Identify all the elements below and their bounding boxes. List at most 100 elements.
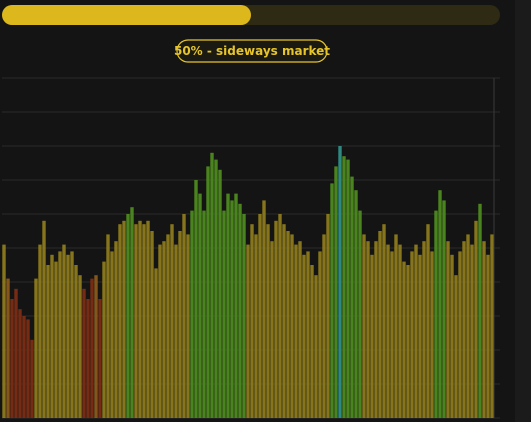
bar (378, 231, 382, 418)
bar (46, 265, 50, 418)
bar (154, 268, 158, 418)
bar (42, 220, 46, 418)
bar (190, 210, 194, 418)
bar (418, 254, 422, 418)
bar (354, 190, 358, 418)
bar (342, 156, 346, 418)
bar (306, 251, 310, 418)
bar (258, 214, 262, 418)
bar (214, 159, 218, 418)
bar (118, 224, 122, 418)
bar (166, 234, 170, 418)
bar (94, 275, 98, 418)
bar (370, 254, 374, 418)
bar (454, 275, 458, 418)
bar (478, 203, 482, 418)
bar (298, 241, 302, 418)
bar (318, 251, 322, 418)
bar (230, 200, 234, 418)
bar (186, 234, 190, 418)
bar (138, 220, 142, 418)
bar (2, 244, 6, 418)
bar (322, 234, 326, 418)
bar (174, 244, 178, 418)
bar (18, 309, 22, 418)
bar (210, 152, 214, 419)
bar (86, 299, 90, 418)
bar (278, 214, 282, 418)
bar (334, 166, 338, 418)
bar (466, 234, 470, 418)
bar (294, 244, 298, 418)
bar (198, 193, 202, 418)
bar (30, 339, 34, 418)
bar (182, 214, 186, 418)
scrollbar-track (515, 0, 531, 422)
bar (162, 241, 166, 418)
bar (386, 244, 390, 418)
bar (62, 244, 66, 418)
bar (78, 275, 82, 418)
bar (134, 224, 138, 418)
bar (314, 275, 318, 418)
bar (426, 224, 430, 418)
bar (398, 244, 402, 418)
bar (222, 210, 226, 418)
bar (38, 244, 42, 418)
bar (82, 288, 86, 418)
bar (486, 254, 490, 418)
bar (90, 278, 94, 418)
bar (250, 224, 254, 418)
bar (126, 214, 130, 418)
bar (326, 214, 330, 418)
bar (170, 224, 174, 418)
progress-fill (2, 5, 251, 25)
bar (122, 220, 126, 418)
bar (434, 210, 438, 418)
bar (102, 261, 106, 418)
bar (178, 231, 182, 418)
bar (422, 241, 426, 418)
bar (358, 210, 362, 418)
bar (458, 251, 462, 418)
bar (98, 299, 102, 418)
bar (414, 244, 418, 418)
bar (202, 210, 206, 418)
bar (390, 251, 394, 418)
bar (262, 200, 266, 418)
bar (66, 254, 70, 418)
bar (110, 251, 114, 418)
bar (194, 180, 198, 418)
bar (366, 241, 370, 418)
bar (450, 254, 454, 418)
bar (238, 203, 242, 418)
bar (286, 231, 290, 418)
bar (470, 244, 474, 418)
bar (158, 244, 162, 418)
bar (270, 241, 274, 418)
bar (338, 146, 342, 418)
bar (274, 220, 278, 418)
bar (474, 220, 478, 418)
bar (70, 251, 74, 418)
bar (330, 183, 334, 418)
bar (50, 254, 54, 418)
bar (462, 241, 466, 418)
bar (130, 207, 134, 418)
bar (22, 316, 26, 418)
bar (254, 234, 258, 418)
bar (266, 224, 270, 418)
bar (106, 234, 110, 418)
bar (438, 190, 442, 418)
bar (246, 244, 250, 418)
bar (382, 224, 386, 418)
bar (482, 241, 486, 418)
bar (430, 251, 434, 418)
bar (402, 261, 406, 418)
bar (394, 234, 398, 418)
bar (290, 234, 294, 418)
bar (442, 200, 446, 418)
bar (346, 159, 350, 418)
